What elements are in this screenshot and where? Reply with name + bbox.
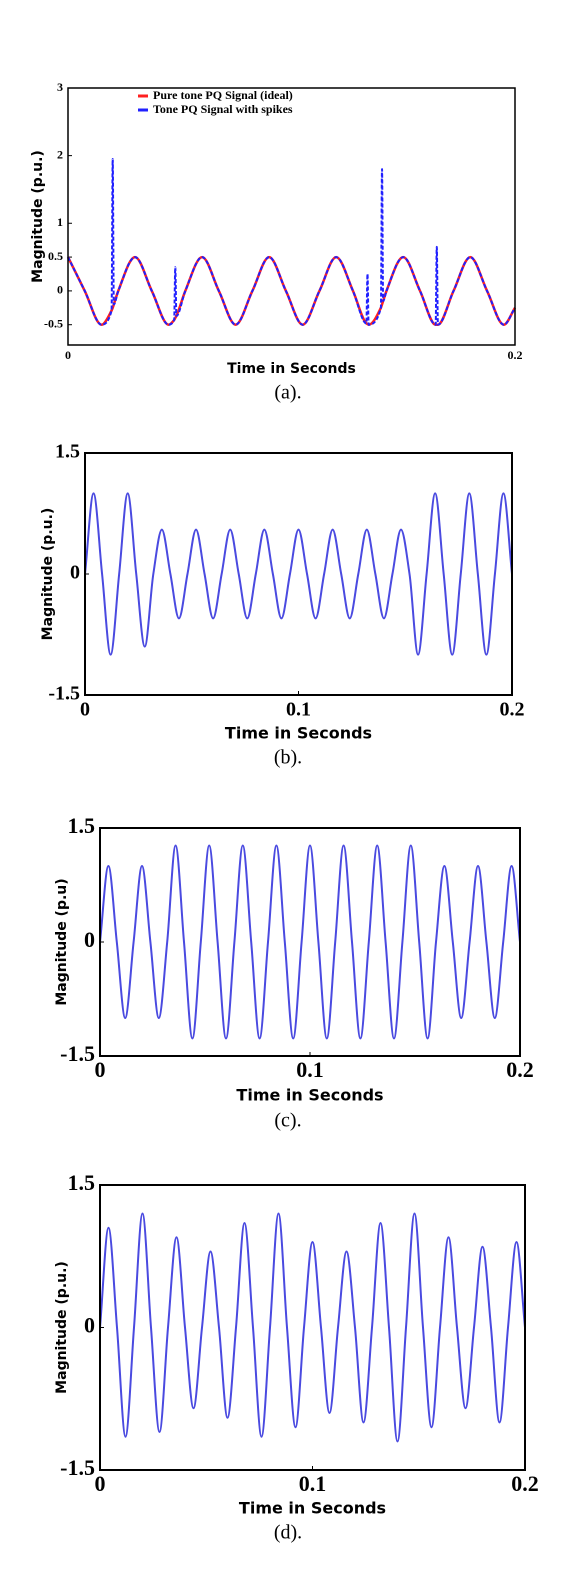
y-axis-title: Magnitude (p.u) [54,878,70,1005]
x-tick-label: 0.2 [508,348,523,362]
y-tick-label: -0.5 [44,316,63,330]
y-tick-label: 1.5 [55,441,80,463]
x-tick-label: 0 [65,348,71,362]
x-axis-title: Time in Seconds [225,724,372,743]
legend-label: Pure tone PQ Signal (ideal) [153,88,293,102]
x-axis-title: Time in Seconds [227,361,356,377]
caption: (b). [274,747,302,769]
x-tick-label: 0 [80,699,90,721]
x-tick-label: 0.1 [286,699,311,721]
data-line [99,844,521,1040]
y-tick-label: 0 [84,1313,95,1338]
x-tick-label: 0 [95,1057,106,1082]
y-tick-label: 1.5 [68,813,96,838]
caption: (a). [274,382,301,404]
x-tick-label: 0.2 [506,1057,534,1082]
x-tick-label: 0.1 [296,1057,324,1082]
chart-panel: -0.5 0 0.5 1 2 3 0 0.2 Time in Seconds Magnitude … [30,80,523,404]
y-tick-label: 0.5 [48,249,63,263]
caption: (d). [274,1522,302,1544]
plot-frame [99,827,521,1057]
plot-frame [67,87,516,346]
x-tick-label: 0.2 [500,699,525,721]
y-tick-label: -1.5 [48,683,80,705]
data-line [66,255,517,326]
x-tick-label: 0.1 [299,1471,327,1496]
plot-frame [99,1184,526,1471]
y-tick-label: 2 [57,147,63,161]
plot-frame [84,452,513,696]
legend-label: Tone PQ Signal with spikes [153,102,293,116]
y-axis-title: Magnitude (p.u.) [54,1261,70,1394]
y-tick-label: 0 [70,562,80,584]
x-tick-label: 0 [95,1471,106,1496]
x-tick-label: 0.2 [511,1471,539,1496]
caption: (c). [274,1110,301,1132]
data-line [99,1212,526,1443]
x-axis-title: Time in Seconds [236,1086,383,1105]
y-tick-label: -1.5 [60,1455,95,1480]
y-axis-title: Magnitude (p.u.) [40,508,56,641]
y-tick-label: -1.5 [60,1041,95,1066]
y-tick-label: 3 [57,80,63,94]
y-tick-label: 0 [57,283,63,297]
x-axis-title: Time in Seconds [239,1499,386,1518]
data-line [84,492,513,656]
y-tick-label: 0 [84,927,95,952]
y-tick-label: 1.5 [68,1170,96,1195]
y-tick-label: 1 [57,215,63,229]
y-axis-title: Magnitude (p.u.) [30,150,46,283]
data-line [67,157,516,326]
